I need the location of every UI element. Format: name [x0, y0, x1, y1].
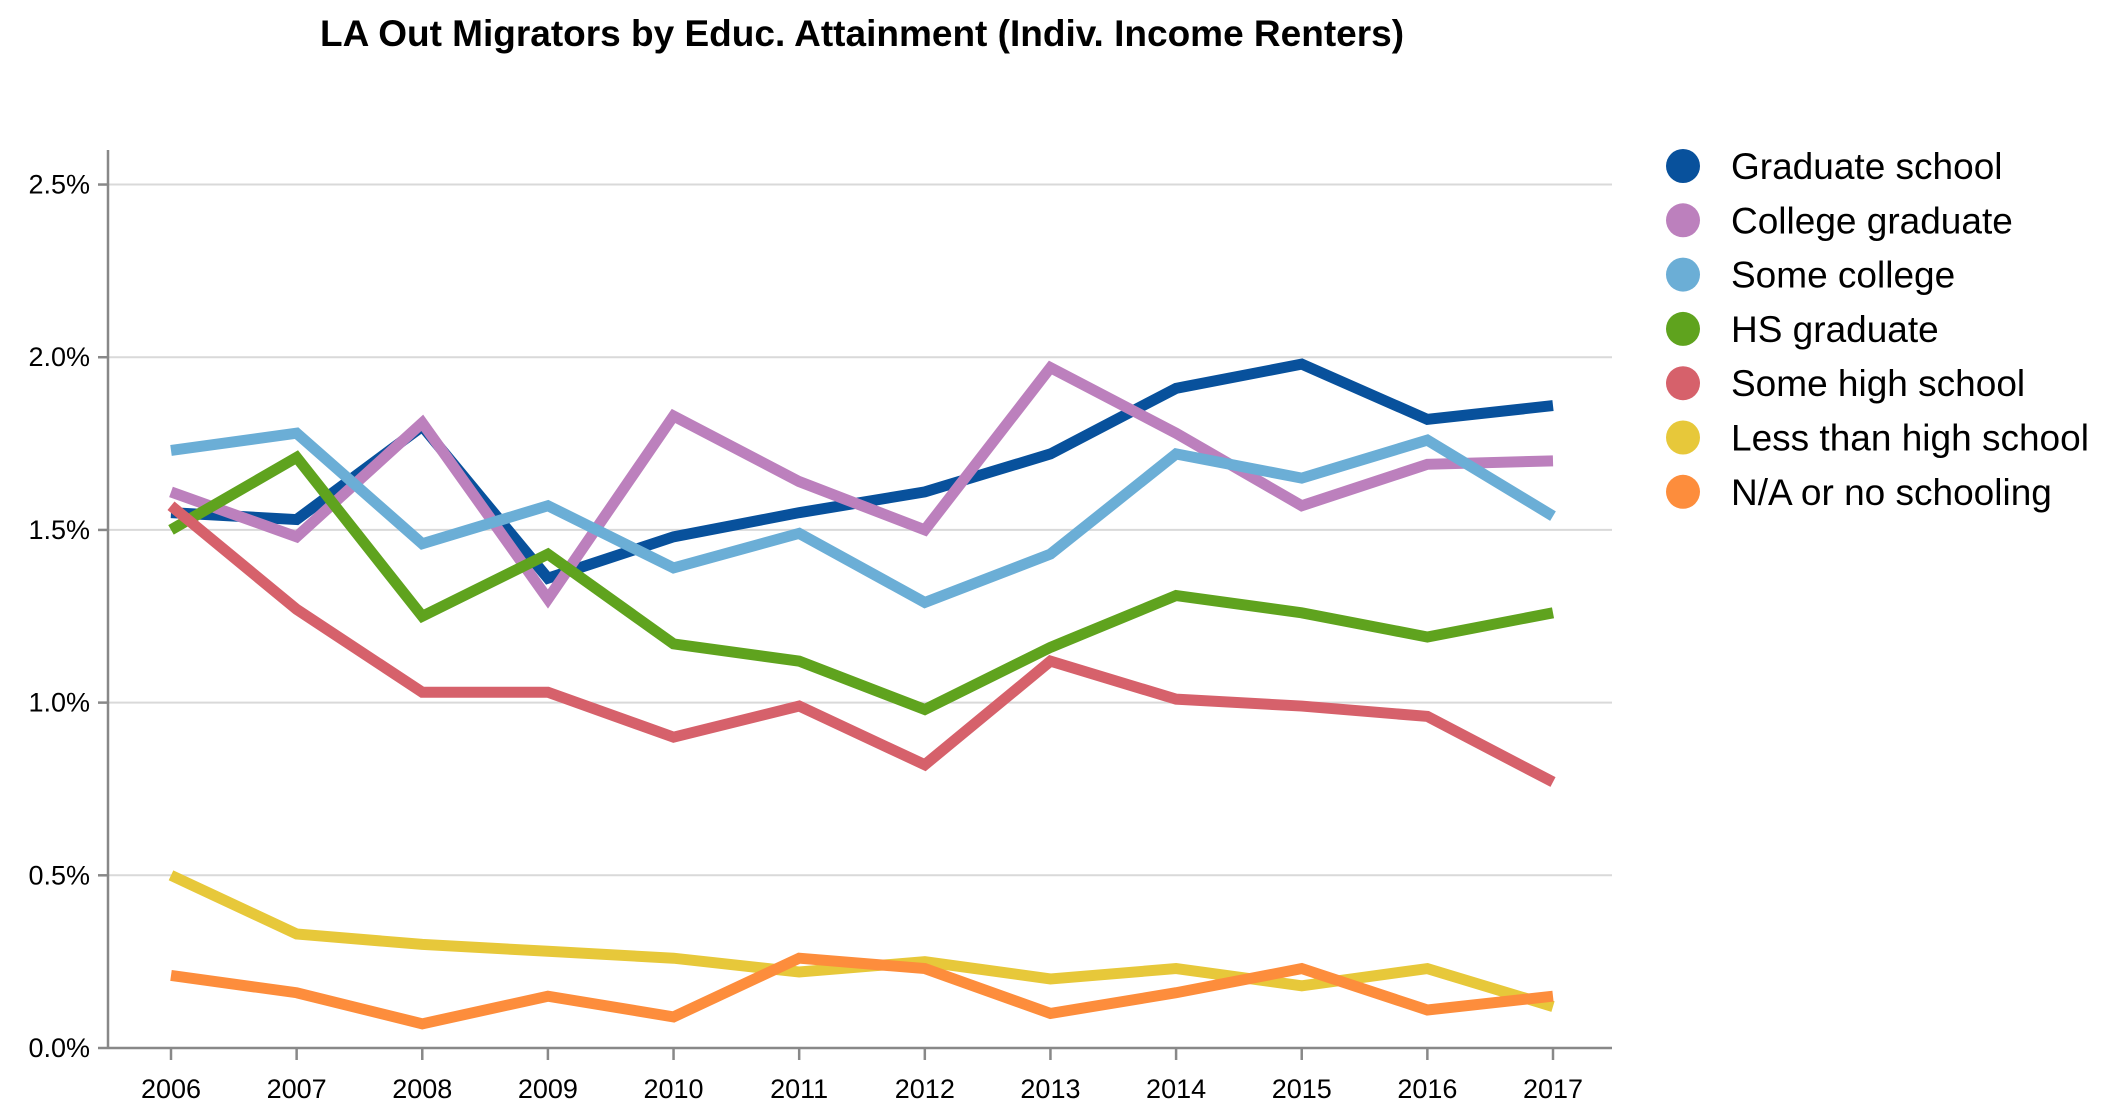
y-tick-label: 2.5% — [28, 170, 90, 200]
x-tick-label: 2010 — [644, 1074, 704, 1104]
x-tick-label: 2016 — [1397, 1074, 1457, 1104]
series-line-n-a-or-no-schooling — [170, 952, 1554, 1030]
legend-marker-college-graduate — [1666, 203, 1700, 238]
series-line-graduate-school — [170, 358, 1554, 585]
x-tick-label: 2007 — [267, 1074, 327, 1104]
series-line-college-graduate — [169, 360, 1554, 609]
series-line-some-college — [170, 427, 1556, 609]
x-tick-label: 2012 — [895, 1074, 955, 1104]
legend: Graduate school College graduate Some coll… — [1666, 146, 2089, 513]
legend-marker-some-college — [1666, 257, 1700, 292]
legend-label-n-a-or-no-schooling: N/A or no schooling — [1731, 472, 2052, 513]
series-lines — [167, 358, 1556, 1030]
y-tick-label: 2.0% — [28, 342, 90, 372]
y-tick-label: 0.5% — [28, 860, 90, 890]
x-tick-label: 2014 — [1146, 1074, 1206, 1104]
legend-label-some-college: Some college — [1731, 255, 1955, 296]
legend-label-college-graduate: College graduate — [1731, 200, 2013, 241]
gridlines — [108, 183, 1612, 877]
x-tick-label: 2017 — [1523, 1074, 1583, 1104]
x-tick-label: 2008 — [392, 1074, 452, 1104]
series-line-some-high-school — [167, 501, 1556, 787]
legend-label-hs-graduate: HS graduate — [1731, 309, 1939, 350]
y-tick-label: 1.5% — [28, 515, 90, 545]
x-tick-label: 2013 — [1020, 1074, 1080, 1104]
y-tick-label: 0.0% — [28, 1033, 90, 1063]
x-tick-label: 2009 — [518, 1074, 578, 1104]
legend-marker-some-high-school — [1666, 366, 1700, 401]
legend-marker-n-a-or-no-schooling — [1666, 474, 1700, 509]
x-tick-label: 2006 — [141, 1074, 201, 1104]
legend-label-less-than-high-school: Less than high school — [1731, 418, 2089, 459]
legend-label-some-high-school: Some high school — [1731, 363, 2025, 404]
x-tick-label: 2011 — [770, 1074, 828, 1104]
legend-marker-hs-graduate — [1666, 311, 1700, 346]
x-tick-label: 2015 — [1272, 1074, 1332, 1104]
axes: 0.0% 0.5% 1.0% 1.5% 2.0% 2.5% 2006 2007 2008 2009… — [28, 150, 1612, 1104]
y-tick-label: 1.0% — [28, 688, 90, 718]
legend-label-graduate-school: Graduate school — [1731, 146, 2003, 187]
chart-title: LA Out Migrators by Educ. Attainment (In… — [320, 13, 1404, 54]
series-line-hs-graduate — [168, 450, 1555, 716]
legend-marker-graduate-school — [1666, 149, 1700, 183]
legend-marker-less-than-high-school — [1666, 420, 1700, 455]
